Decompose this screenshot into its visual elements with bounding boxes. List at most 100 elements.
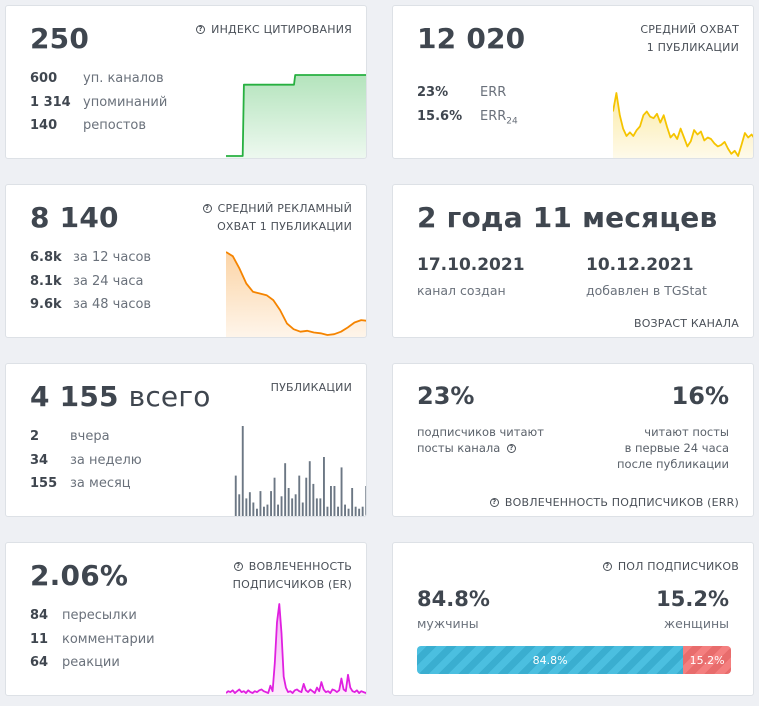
publication-bar bbox=[326, 506, 329, 516]
stat-row: 140 репостов bbox=[30, 118, 167, 142]
err-text: ERR bbox=[480, 108, 507, 124]
publication-bar bbox=[287, 488, 290, 516]
gender-bar-male[interactable]: 84.8% bbox=[417, 646, 684, 674]
err-left-pct: 23% bbox=[417, 382, 475, 410]
publication-bar bbox=[361, 506, 364, 516]
err-label[interactable]: ВОВЛЕЧЕННОСТЬ ПОДПИСЧИКОВ (ERR) bbox=[489, 494, 739, 512]
ad-reach-label[interactable]: СРЕДНИЙ РЕКЛАМНЫЙ ОХВАТ 1 ПУБЛИКАЦИИ bbox=[202, 200, 352, 236]
publication-bar bbox=[312, 483, 315, 516]
er-sparkline[interactable] bbox=[226, 601, 367, 696]
publication-bar bbox=[319, 498, 322, 516]
stat-num: 84 bbox=[30, 608, 49, 623]
publication-bar bbox=[245, 498, 248, 516]
stat-num: 140 bbox=[30, 118, 58, 133]
stat-text: ERR bbox=[480, 85, 507, 100]
err-right-desc: читают посты в первые 24 часа после публ… bbox=[617, 425, 729, 471]
publication-bar bbox=[298, 475, 301, 516]
citation-stats: 600 уп. каналов 1 314 упоминаний 140 репост… bbox=[30, 71, 167, 142]
gender-label[interactable]: ПОЛ ПОДПИСЧИКОВ bbox=[602, 558, 739, 576]
er-label[interactable]: ВОВЛЕЧЕННОСТЬ ПОДПИСЧИКОВ (ER) bbox=[233, 558, 352, 594]
publications-card: 4 155 всего ПУБЛИКАЦИИ 2 вчера 34 за недел… bbox=[5, 363, 367, 517]
stat-row: 600 уп. каналов bbox=[30, 71, 167, 95]
sparkline-line bbox=[226, 251, 366, 336]
publication-bar bbox=[337, 506, 339, 516]
age-card: 2 года 11 месяцев 17.10.2021 канал созда… bbox=[392, 184, 754, 338]
citation-label-text: ИНДЕКС ЦИТИРОВАНИЯ bbox=[211, 23, 352, 36]
stat-num: 34 bbox=[30, 452, 49, 468]
stat-row: 11 комментарии bbox=[30, 632, 155, 656]
stat-row: 64 реакции bbox=[30, 655, 155, 679]
publication-bar bbox=[234, 475, 237, 516]
publication-bar bbox=[280, 496, 283, 516]
publication-bar bbox=[248, 492, 251, 516]
stat-num: 23% bbox=[417, 85, 449, 100]
added-date: 10.12.2021 bbox=[586, 255, 694, 275]
stat-text: упоминаний bbox=[83, 94, 168, 110]
info-icon bbox=[202, 202, 212, 214]
female-pct: 15.2% bbox=[656, 587, 729, 611]
citation-label[interactable]: ИНДЕКС ЦИТИРОВАНИЯ bbox=[196, 21, 352, 39]
publication-bar bbox=[294, 494, 297, 516]
ad-reach-label-line: СРЕДНИЙ РЕКЛАМНЫЙ bbox=[202, 200, 352, 218]
stat-row: 1 314 упоминаний bbox=[30, 95, 167, 119]
publication-bar bbox=[340, 467, 343, 516]
age-value: 2 года 11 месяцев bbox=[417, 201, 718, 234]
stat-num: 1 314 bbox=[30, 94, 71, 110]
info-icon[interactable] bbox=[506, 442, 516, 454]
publication-bar bbox=[252, 502, 255, 516]
publications-stats: 2 вчера 34 за неделю 155 за месяц bbox=[30, 429, 142, 500]
male-label: мужчины bbox=[417, 616, 479, 631]
stat-text: ERR24 bbox=[480, 109, 518, 133]
sparkline-area bbox=[226, 75, 366, 158]
stat-text: за месяц bbox=[70, 476, 131, 491]
er-value: 2.06% bbox=[30, 559, 129, 592]
stat-text: вчера bbox=[70, 429, 110, 444]
info-icon bbox=[489, 496, 499, 508]
err-subscript: 24 bbox=[506, 116, 518, 127]
reach-sparkline[interactable] bbox=[613, 90, 754, 159]
publication-bar bbox=[301, 502, 304, 516]
gender-bar-female[interactable]: 15.2% bbox=[683, 646, 731, 674]
stat-num: 600 bbox=[30, 71, 58, 86]
publication-bar bbox=[354, 506, 357, 516]
citation-sparkline[interactable] bbox=[226, 72, 367, 159]
stat-text: уп. каналов bbox=[83, 71, 164, 86]
publication-bar bbox=[256, 508, 258, 516]
publication-bar bbox=[333, 486, 336, 516]
reach-label-line: 1 ПУБЛИКАЦИИ bbox=[646, 41, 739, 54]
citation-card: 250 ИНДЕКС ЦИТИРОВАНИЯ 600 уп. каналов 1 … bbox=[5, 5, 367, 159]
err-card: 23% подписчиков читают посты канала 16% … bbox=[392, 363, 754, 517]
female-label: женщины bbox=[663, 616, 729, 631]
publication-bar bbox=[266, 504, 269, 516]
stat-num: 6.8k bbox=[30, 250, 62, 265]
gender-card: ПОЛ ПОДПИСЧИКОВ 84.8% мужчины 15.2% женщ… bbox=[392, 542, 754, 696]
stat-row: 6.8k за 12 часов bbox=[30, 250, 151, 274]
publication-bar bbox=[277, 504, 279, 516]
ad-reach-label-line: ОХВАТ 1 ПУБЛИКАЦИИ bbox=[217, 220, 352, 233]
sparkline-area bbox=[226, 604, 366, 695]
er-label-line: ВОВЛЕЧЕННОСТЬ bbox=[233, 558, 352, 576]
publication-bar bbox=[358, 508, 361, 516]
stat-text: комментарии bbox=[62, 631, 155, 647]
publications-bar-chart[interactable] bbox=[234, 426, 367, 517]
err-right-pct: 16% bbox=[671, 382, 729, 410]
stat-row: 15.6% ERR24 bbox=[417, 109, 518, 133]
publication-bar bbox=[273, 477, 276, 516]
stat-row: 8.1k за 24 часа bbox=[30, 274, 151, 298]
reach-card: 12 020 СРЕДНИЙ ОХВАТ 1 ПУБЛИКАЦИИ 23% ERR… bbox=[392, 5, 754, 159]
stat-row: 2 вчера bbox=[30, 429, 142, 453]
publications-label: ПУБЛИКАЦИИ bbox=[270, 381, 352, 394]
citation-value: 250 bbox=[30, 22, 90, 55]
ad-reach-sparkline[interactable] bbox=[226, 249, 367, 338]
publications-value: 4 155 всего bbox=[30, 380, 211, 413]
ad-reach-stats: 6.8k за 12 часов 8.1k за 24 часа 9.6k за 48… bbox=[30, 250, 151, 321]
publication-bar bbox=[365, 486, 366, 516]
created-date: 17.10.2021 bbox=[417, 255, 525, 275]
gender-bar[interactable]: 84.8% 15.2% bbox=[417, 646, 731, 674]
stat-num: 15.6% bbox=[417, 108, 463, 124]
publication-bar bbox=[308, 461, 311, 516]
stat-text: за 24 часа bbox=[73, 273, 144, 289]
publication-bar bbox=[284, 463, 287, 516]
sparkline-line bbox=[613, 92, 753, 157]
stat-row: 9.6k за 48 часов bbox=[30, 297, 151, 321]
